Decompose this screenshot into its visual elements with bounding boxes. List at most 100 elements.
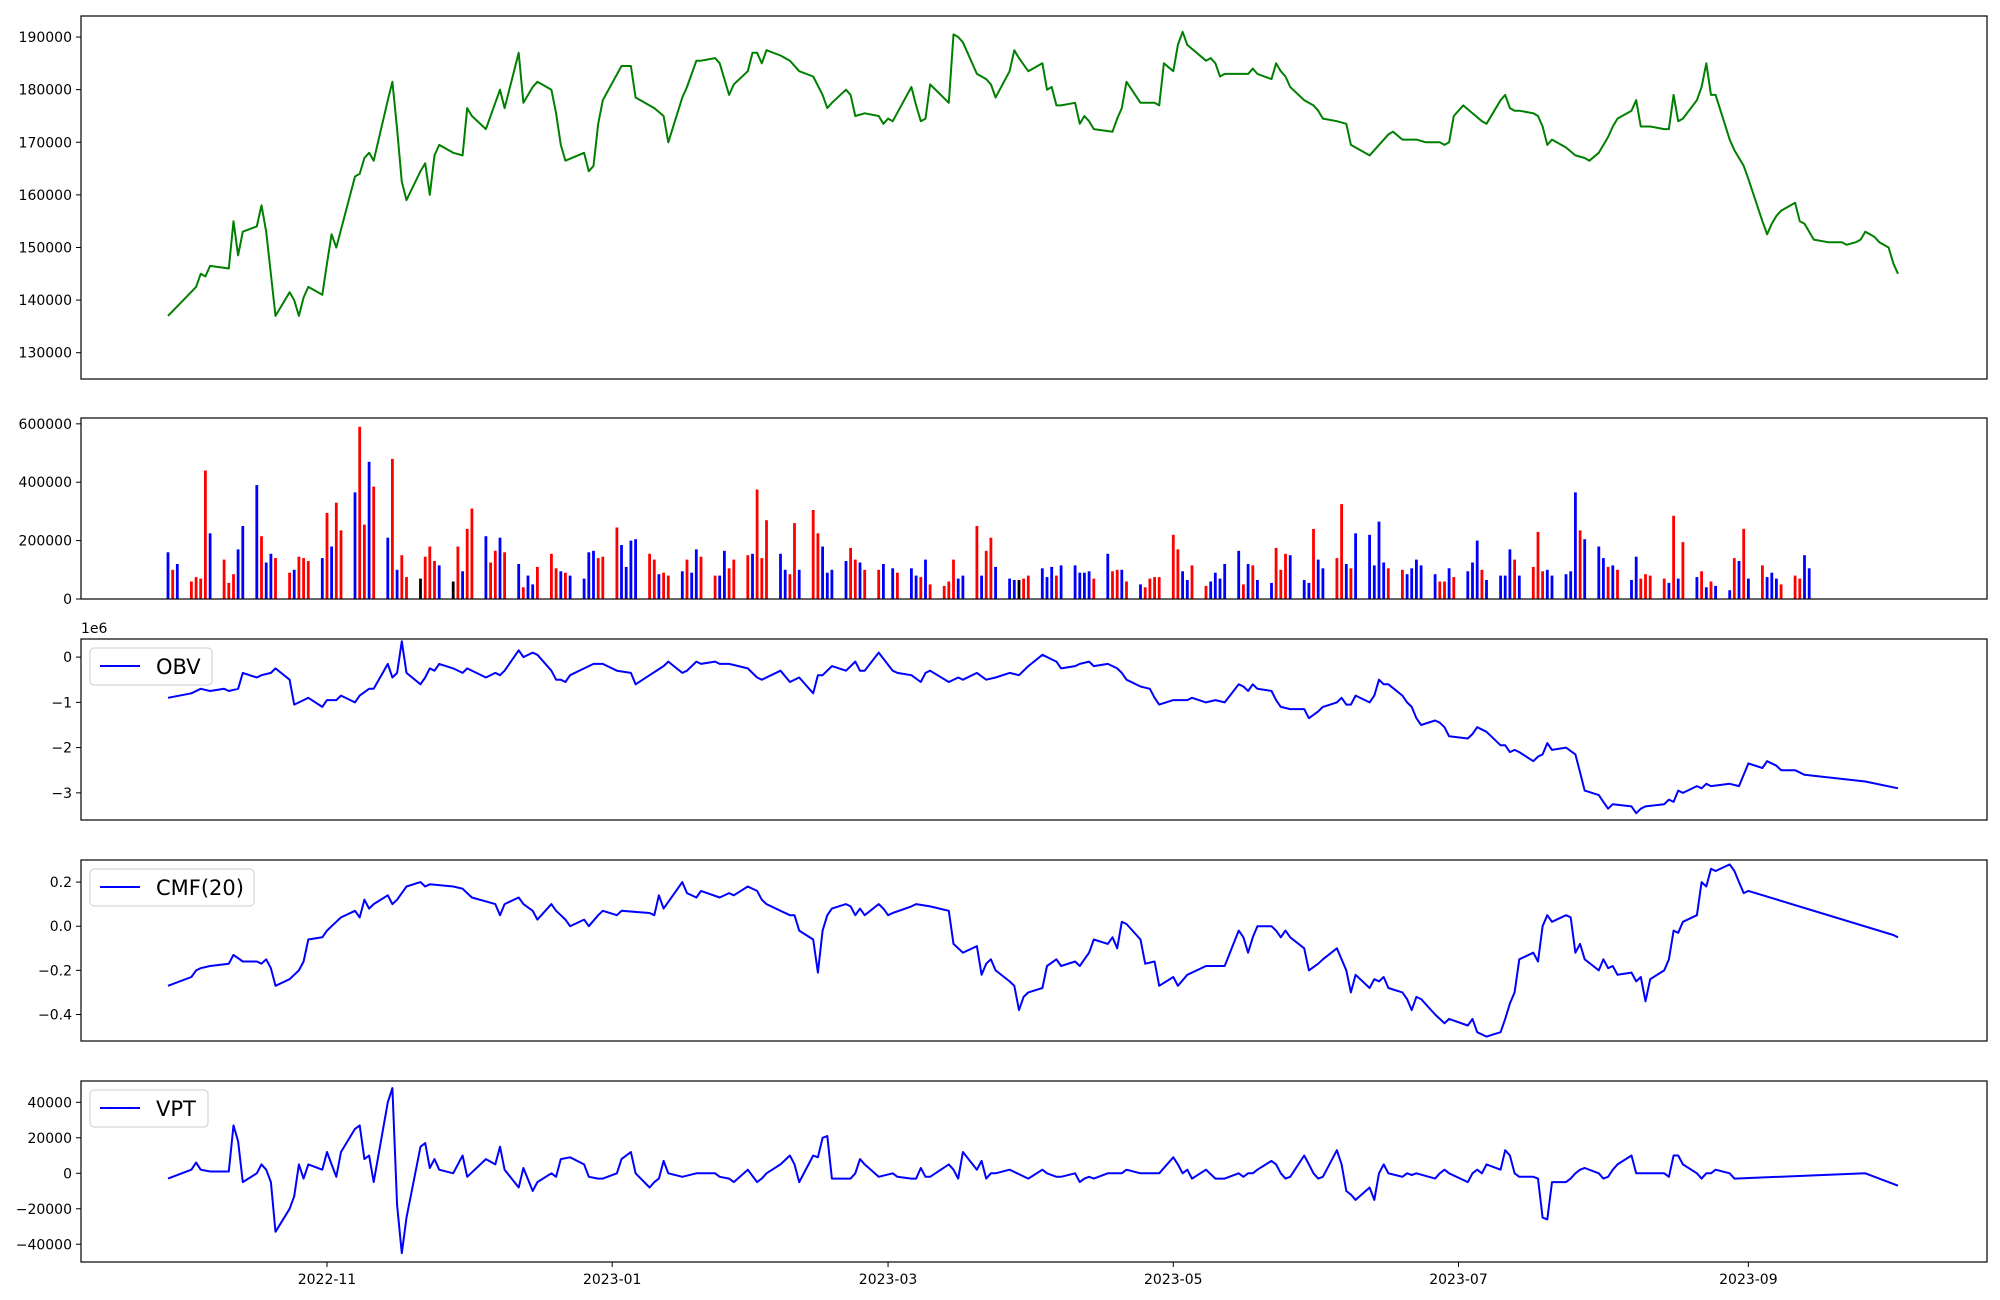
obv-panel: −3 −2 −1 0 1e6 OBV — [51, 621, 1988, 821]
volume-bar — [175, 564, 179, 599]
volume-bar — [227, 582, 231, 599]
vpt-ytick-label: 20000 — [27, 1131, 72, 1147]
volume-bar — [330, 546, 333, 599]
volume-bar — [1471, 562, 1474, 599]
volume-bar — [1386, 568, 1390, 599]
volume-bar — [166, 552, 170, 599]
price-ytick-label: 180000 — [19, 83, 72, 99]
volume-bar — [1732, 558, 1736, 599]
vpt-ytick-label: 40000 — [27, 1095, 72, 1111]
volume-bar — [1728, 590, 1732, 599]
volume-bar — [288, 572, 291, 599]
volume-bar — [292, 569, 296, 599]
volume-bar — [1223, 564, 1227, 599]
price-ytick-label: 140000 — [19, 293, 72, 309]
volume-bar — [713, 575, 717, 599]
vpt-y-axis: −40000 −20000 0 20000 40000 — [16, 1095, 81, 1253]
volume-bar — [489, 562, 492, 599]
volume-bar — [690, 572, 694, 599]
volume-bar — [1415, 559, 1418, 599]
volume-bar — [236, 549, 240, 599]
volume-bar — [1770, 572, 1774, 599]
volume-bar — [1807, 568, 1811, 599]
volume-bar — [1438, 581, 1442, 599]
price-line-layer — [167, 30, 1899, 317]
volume-bar — [325, 512, 329, 599]
volume-bar — [1157, 577, 1161, 599]
volume-bar — [1209, 581, 1213, 599]
volume-panel: 0 200000 400000 600000 — [19, 417, 1988, 608]
volume-bar — [1803, 555, 1806, 599]
volume-bar — [1475, 540, 1479, 599]
volume-bar — [1583, 539, 1587, 599]
volume-bar — [952, 559, 955, 599]
volume-bar — [816, 533, 820, 599]
volume-bar-layer — [166, 426, 1811, 600]
volume-bar — [1597, 546, 1601, 599]
volume-bar — [1644, 574, 1647, 599]
volume-bar — [919, 577, 923, 599]
vpt-legend: VPT — [89, 1089, 209, 1128]
volume-bar — [1574, 492, 1577, 599]
volume-bar — [194, 577, 198, 599]
volume-bar — [260, 536, 263, 599]
cmf-series-line — [167, 863, 1899, 1038]
cmf-axes-frame — [80, 859, 1988, 1042]
volume-bar — [882, 564, 885, 599]
volume-bar — [1316, 559, 1320, 599]
volume-bar — [849, 547, 852, 599]
volume-bar — [1288, 555, 1292, 599]
volume-bar — [171, 569, 175, 599]
volume-bar — [1681, 542, 1685, 599]
volume-bar — [208, 533, 212, 599]
volume-bar — [1368, 534, 1371, 599]
volume-bar — [1078, 572, 1082, 599]
volume-bar — [652, 559, 656, 599]
volume-bar — [1714, 585, 1717, 599]
volume-bar — [1634, 556, 1638, 599]
volume-bar — [190, 581, 193, 599]
volume-bar — [1639, 578, 1643, 599]
volume-bar — [853, 559, 857, 599]
volume-bar — [531, 584, 535, 599]
volume-bar — [723, 550, 726, 599]
price-ytick-label: 130000 — [19, 346, 72, 362]
volume-bar — [1008, 578, 1011, 599]
xtick-label: 2023-09 — [1719, 1272, 1778, 1288]
volume-bar — [975, 526, 979, 599]
price-panel: 130000 140000 150000 160000 170000 180000 1900… — [19, 15, 1988, 380]
volume-bar — [1237, 550, 1241, 599]
volume-bar — [1569, 571, 1573, 599]
volume-bar — [1536, 531, 1540, 599]
volume-bar — [339, 530, 343, 599]
volume-bar — [559, 571, 563, 599]
volume-bar — [624, 566, 628, 599]
volume-bar — [1648, 575, 1652, 599]
volume-bar — [1274, 547, 1278, 599]
volume-bar — [1709, 581, 1713, 599]
obv-axes-frame — [80, 638, 1988, 821]
price-ytick-label: 150000 — [19, 240, 72, 256]
volume-bar — [1120, 569, 1124, 599]
volume-bar — [1354, 533, 1357, 599]
volume-bar — [1148, 578, 1152, 599]
volume-bar — [433, 561, 436, 599]
volume-bar — [1737, 561, 1741, 599]
volume-bar — [751, 553, 754, 600]
xtick-label: 2023-07 — [1429, 1272, 1488, 1288]
volume-bar — [582, 578, 586, 599]
volume-bar — [1106, 553, 1110, 600]
volume-bar — [648, 553, 651, 600]
volume-bar — [302, 558, 305, 599]
volume-bar — [1012, 580, 1016, 599]
volume-bar — [685, 559, 689, 599]
volume-bar — [437, 565, 441, 599]
price-ytick-label: 190000 — [19, 30, 72, 46]
volume-ytick-label: 400000 — [19, 475, 72, 491]
volume-bar — [451, 581, 455, 599]
volume-bar — [961, 575, 965, 599]
volume-bar — [1270, 582, 1273, 599]
volume-bar — [1372, 565, 1376, 599]
volume-bar — [363, 524, 366, 599]
volume-bar — [1602, 558, 1605, 599]
